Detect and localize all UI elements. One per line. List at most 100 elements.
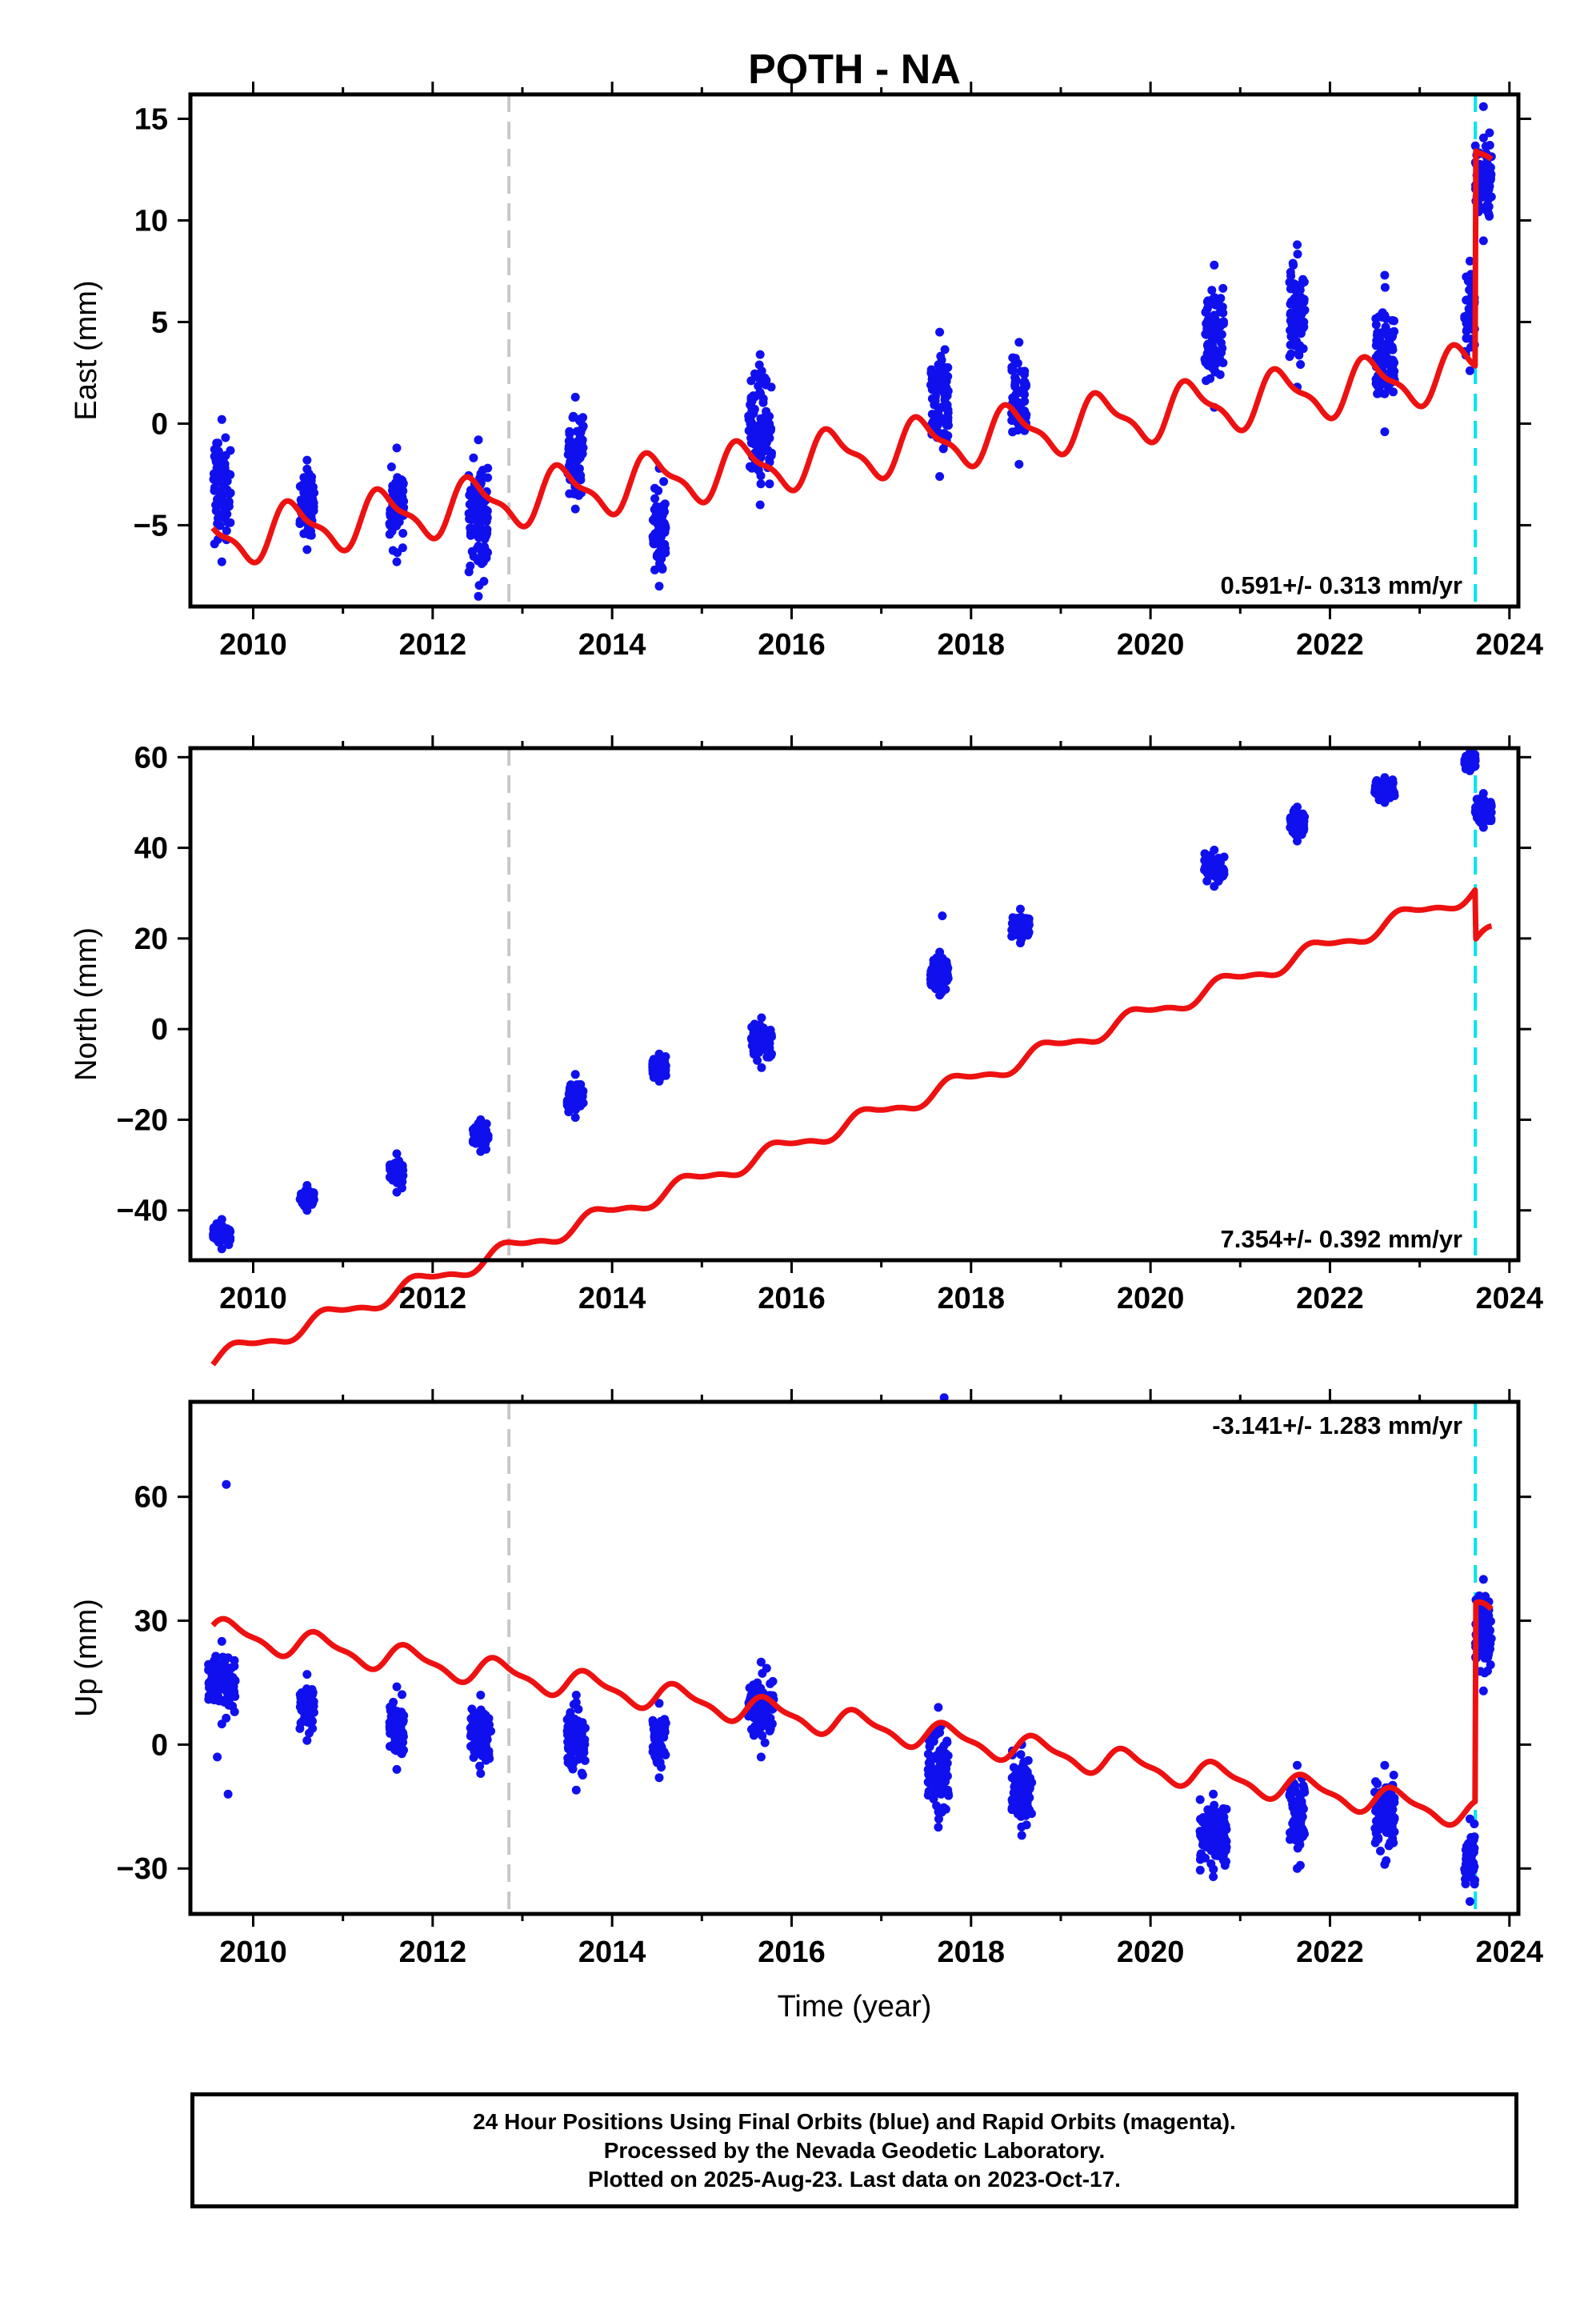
data-point [754, 360, 764, 370]
data-point-outlier [938, 911, 947, 921]
data-point [925, 1742, 934, 1752]
data-point [1470, 141, 1480, 150]
data-point [760, 373, 770, 382]
data-point-outlier [223, 1789, 233, 1799]
data-point [1198, 1817, 1207, 1827]
data-point [468, 1720, 478, 1730]
data-point [1296, 826, 1306, 835]
data-point [1374, 334, 1384, 343]
data-point [581, 1723, 590, 1733]
data-point [1208, 363, 1218, 373]
data-point [1016, 931, 1026, 939]
data-point [1286, 299, 1295, 309]
data-point [564, 1107, 574, 1117]
data-point [1300, 1829, 1309, 1839]
data-points [209, 102, 1496, 601]
data-point [570, 450, 579, 460]
data-point-outlier [222, 1479, 231, 1489]
data-point [748, 404, 758, 414]
data-point [1486, 1660, 1495, 1670]
data-point [1484, 202, 1494, 211]
x-tick-label: 2016 [758, 1282, 826, 1315]
data-point [650, 565, 659, 574]
data-point [578, 435, 587, 445]
data-point [297, 1196, 306, 1206]
data-point [302, 1206, 312, 1215]
data-point [398, 1711, 408, 1720]
data-point [217, 414, 226, 424]
data-point [387, 511, 397, 521]
data-point [578, 1748, 588, 1758]
data-point [753, 1725, 762, 1735]
caption-line-3: Plotted on 2025-Aug-23. Last data on 202… [588, 2166, 1121, 2192]
data-point [1210, 260, 1219, 270]
data-point [567, 441, 577, 450]
x-tick-label: 2014 [578, 1282, 646, 1315]
data-point [578, 443, 587, 453]
data-point [566, 457, 575, 466]
data-point [650, 1063, 660, 1072]
data-point [1373, 1779, 1382, 1788]
data-point [568, 1756, 578, 1765]
caption-line-1: 24 Hour Positions Using Final Orbits (bl… [473, 2108, 1236, 2134]
data-point [660, 499, 670, 509]
data-point [1371, 782, 1381, 791]
data-point [1208, 1828, 1218, 1838]
data-point [942, 400, 952, 410]
data-point [1389, 1771, 1398, 1780]
y-tick-label: 5 [151, 306, 168, 339]
data-point [1222, 1857, 1230, 1866]
data-point [302, 1717, 311, 1727]
data-point [473, 1732, 482, 1742]
data-point [226, 470, 235, 479]
y-tick-label: 20 [134, 923, 168, 956]
data-point [1293, 318, 1302, 328]
data-point [394, 1738, 403, 1748]
data-point [1478, 1575, 1488, 1584]
data-point [1472, 807, 1482, 816]
data-point [394, 517, 404, 526]
data-point [656, 553, 665, 562]
data-point [1295, 1840, 1305, 1849]
data-point [1462, 1843, 1472, 1852]
data-point [765, 1052, 774, 1062]
data-point [568, 1092, 577, 1102]
velocity-label: -3.141+/- 1.283 mm/yr [1212, 1411, 1462, 1439]
data-point [1298, 308, 1306, 317]
data-point [217, 1223, 226, 1233]
data-points [209, 748, 1496, 1254]
data-point [1376, 1846, 1385, 1856]
data-point [1386, 1821, 1395, 1831]
data-point [1381, 322, 1390, 332]
data-point [574, 1094, 584, 1103]
x-tick-label: 2014 [578, 1936, 646, 1969]
data-point [1016, 922, 1026, 931]
data-point [467, 506, 477, 515]
data-point [1469, 1858, 1478, 1868]
data-point [1461, 1880, 1470, 1888]
data-point [762, 1033, 771, 1043]
data-point [1462, 295, 1471, 305]
data-point [302, 455, 312, 465]
data-point [935, 1727, 945, 1737]
data-point [230, 1707, 239, 1716]
data-point [223, 518, 233, 527]
data-point [309, 498, 318, 507]
data-point [1013, 387, 1022, 397]
x-tick-label: 2020 [1117, 1936, 1185, 1969]
data-point [295, 1723, 305, 1733]
data-point [759, 442, 769, 451]
y-tick-label: 0 [151, 1728, 168, 1762]
data-point [474, 591, 483, 601]
data-point [1295, 815, 1305, 824]
data-point [1293, 250, 1302, 259]
y-axis-label: Up (mm) [70, 1599, 103, 1717]
x-tick-label: 2024 [1476, 1282, 1544, 1315]
data-point [476, 526, 486, 536]
plot-frame [188, 92, 1521, 609]
data-point [398, 529, 408, 538]
data-point [394, 484, 404, 494]
data-point [1219, 1846, 1229, 1856]
velocity-label: 0.591+/- 0.313 mm/yr [1221, 571, 1462, 599]
data-point [1210, 882, 1219, 891]
